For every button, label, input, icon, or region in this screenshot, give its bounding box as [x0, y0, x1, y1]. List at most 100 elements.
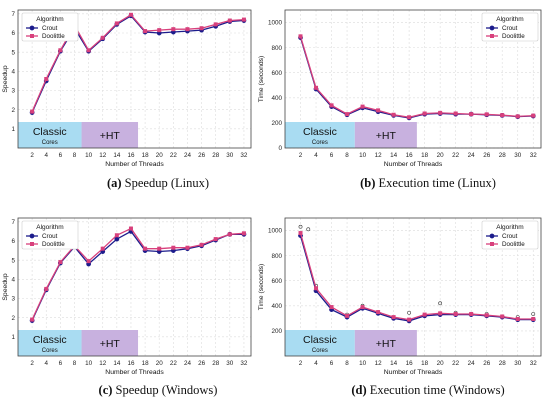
legend-marker-crout	[489, 233, 495, 239]
data-point-doolittle	[44, 286, 49, 291]
data-point-doolittle	[227, 18, 232, 23]
data-point-doolittle	[58, 260, 63, 265]
x-tick-label: 10	[359, 152, 367, 159]
x-tick-label: 30	[514, 152, 522, 159]
data-point-doolittle	[298, 34, 303, 39]
data-point-doolittle	[531, 113, 536, 118]
classic-band-label: Classic	[303, 126, 337, 138]
x-tick-label: 20	[437, 152, 445, 159]
classic-cores-band	[285, 122, 355, 148]
y-tick-label: 3	[11, 296, 15, 303]
data-point-doolittle	[345, 313, 350, 318]
classic-cores-band	[18, 330, 82, 356]
x-tick-label: 4	[314, 360, 318, 367]
caption-a: (a) Speedup (Linux)	[58, 176, 258, 191]
data-point-doolittle	[314, 286, 319, 291]
x-tick-label: 20	[437, 360, 445, 367]
data-point-doolittle	[157, 28, 162, 33]
outlier-point	[407, 310, 412, 315]
y-axis-label: Time (seconds)	[258, 264, 265, 311]
classic-band-label: Classic	[303, 334, 337, 346]
x-tick-label: 12	[375, 152, 383, 159]
x-tick-label: 28	[212, 152, 220, 159]
x-tick-label: 24	[184, 152, 192, 159]
x-axis-label: Number of Threads	[384, 161, 443, 168]
caption-d-letter: (d)	[351, 383, 367, 397]
y-tick-label: 6	[11, 30, 15, 37]
data-point-doolittle	[453, 311, 458, 316]
legend-marker-doolittle	[30, 34, 34, 38]
data-point-crout	[114, 236, 120, 242]
caption-c-letter: (c)	[98, 383, 113, 397]
x-tick-label: 18	[142, 152, 150, 159]
legend-label-doolittle: Doolittle	[502, 33, 525, 40]
data-point-doolittle	[128, 226, 133, 231]
data-point-doolittle	[185, 245, 190, 250]
y-tick-label: 2	[11, 107, 15, 114]
data-point-doolittle	[407, 115, 412, 120]
x-tick-label: 30	[226, 152, 234, 159]
data-point-doolittle	[376, 108, 381, 113]
hyperthreading-band	[354, 122, 417, 148]
series-line-doolittle	[299, 232, 534, 321]
y-tick-label: 4	[11, 69, 15, 76]
legend-marker-crout	[29, 25, 35, 31]
legend-marker-crout	[489, 25, 495, 31]
data-point-doolittle	[227, 232, 232, 237]
classic-band-label: Classic	[33, 334, 67, 346]
data-point-doolittle	[30, 317, 35, 322]
x-tick-label: 18	[142, 360, 150, 367]
y-tick-label: 200	[271, 120, 282, 127]
y-axis-label: Speedup	[2, 65, 9, 92]
x-tick-label: 16	[127, 152, 135, 159]
legend-title: Algorithm	[36, 224, 63, 231]
legend-box	[481, 220, 539, 250]
x-tick-label: 16	[406, 360, 414, 367]
x-tick-label: 14	[113, 152, 121, 159]
data-point-doolittle	[531, 316, 536, 321]
data-point-doolittle	[30, 109, 35, 114]
data-point-doolittle	[86, 48, 91, 53]
hyperthreading-band	[81, 330, 139, 356]
data-point-doolittle	[329, 305, 334, 310]
x-tick-label: 2	[299, 360, 303, 367]
y-tick-label: 1000	[268, 228, 283, 235]
x-tick-label: 32	[530, 360, 538, 367]
x-tick-label: 14	[390, 152, 398, 159]
outlier-point	[438, 301, 443, 306]
x-tick-label: 8	[73, 360, 77, 367]
classic-band-sublabel: Cores	[312, 140, 328, 146]
plot-frame	[17, 9, 252, 149]
plot-frame	[17, 217, 252, 357]
x-tick-label: 6	[59, 360, 63, 367]
y-tick-label: 0	[278, 145, 282, 152]
data-point-doolittle	[213, 22, 218, 27]
x-tick-label: 6	[330, 360, 334, 367]
caption-a-letter: (a)	[106, 176, 122, 190]
outlier-point	[298, 224, 303, 229]
legend-box	[21, 12, 79, 42]
x-tick-label: 24	[468, 152, 476, 159]
x-axis-label: Number of Threads	[384, 369, 443, 376]
y-tick-label: 600	[271, 70, 282, 77]
y-tick-label: 3	[11, 88, 15, 95]
legend-title: Algorithm	[496, 16, 523, 23]
caption-b-letter: (b)	[360, 176, 376, 190]
data-point-doolittle	[143, 29, 148, 34]
x-tick-label: 22	[170, 152, 178, 159]
caption-a-text: Speedup (Linux)	[121, 176, 210, 190]
x-tick-label: 20	[156, 152, 164, 159]
y-axis-label: Speedup	[2, 273, 9, 300]
hyperthreading-band	[81, 122, 139, 148]
x-tick-label: 10	[85, 152, 93, 159]
x-tick-label: 20	[156, 360, 164, 367]
y-tick-label: 400	[271, 95, 282, 102]
x-tick-label: 12	[99, 152, 107, 159]
x-tick-label: 28	[212, 360, 220, 367]
x-tick-label: 4	[44, 360, 48, 367]
y-tick-label: 7	[11, 219, 15, 226]
data-point-doolittle	[360, 305, 365, 310]
data-point-doolittle	[100, 246, 105, 251]
y-tick-label: 1000	[268, 20, 283, 27]
